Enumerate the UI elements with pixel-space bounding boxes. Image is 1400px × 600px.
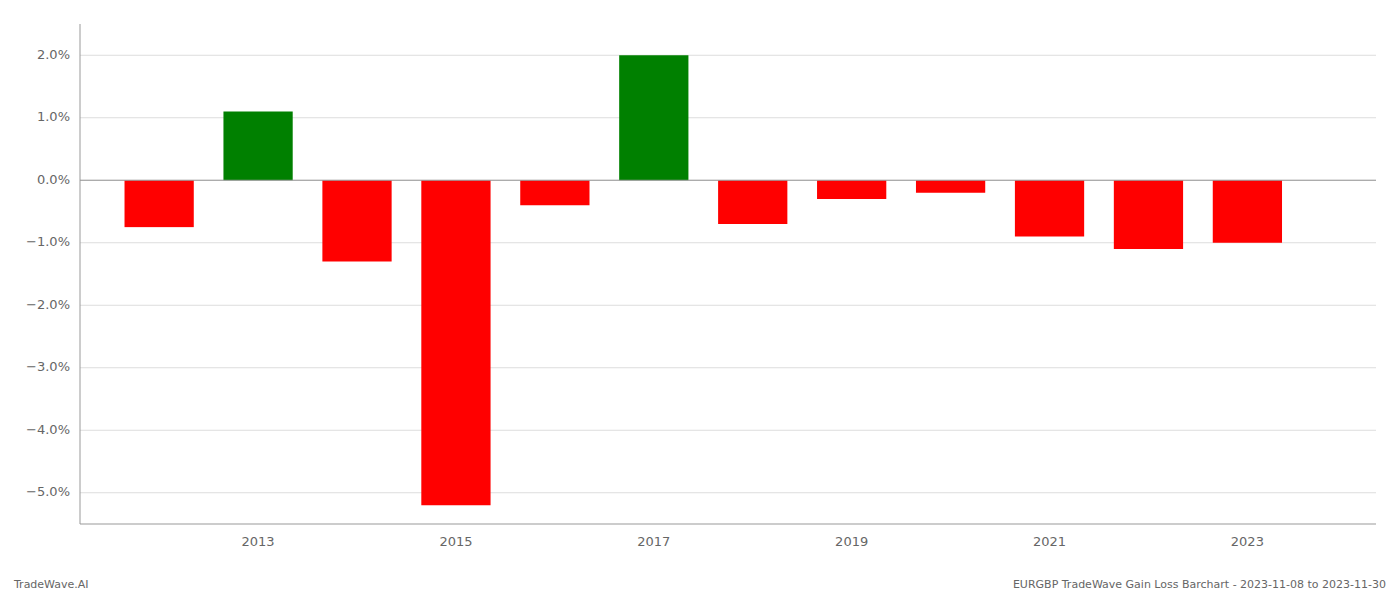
x-axis-line (80, 524, 1376, 525)
footer-left: TradeWave.AI (13, 578, 89, 591)
bar (718, 180, 787, 224)
chart: −5.0% −4.0% −3.0% −2.0% −1.0% 0.0% 1.0% 2.0% 201… (0, 0, 1400, 600)
bar (1015, 180, 1084, 236)
x-tick-label: 2017 (637, 534, 670, 549)
bar (125, 180, 194, 227)
y-tick-label: 0.0% (37, 172, 70, 187)
y-tick-label: −4.0% (26, 422, 70, 437)
bar (223, 112, 292, 181)
zero-line (80, 180, 1376, 181)
x-tick-label: 2023 (1231, 534, 1264, 549)
y-tick-label: 2.0% (37, 47, 70, 62)
y-tick-label: −5.0% (26, 484, 70, 499)
x-tick-label: 2015 (439, 534, 472, 549)
grid-line (80, 430, 1376, 431)
y-tick-label: 1.0% (37, 109, 70, 124)
grid-line (80, 55, 1376, 56)
bar (817, 180, 886, 199)
y-tick-label: −2.0% (26, 297, 70, 312)
bars (125, 55, 1282, 505)
bar (421, 180, 490, 505)
y-tick-label: −3.0% (26, 359, 70, 374)
grid-line (80, 305, 1376, 306)
y-axis-line (80, 24, 81, 524)
bar (322, 180, 391, 261)
bar (1114, 180, 1183, 249)
grid-line (80, 180, 1376, 181)
chart-container: −5.0% −4.0% −3.0% −2.0% −1.0% 0.0% 1.0% 2.0% 201… (0, 0, 1400, 600)
x-tick-label: 2019 (835, 534, 868, 549)
grid-line (80, 492, 1376, 493)
bar (1213, 180, 1282, 243)
x-tick-label: 2021 (1033, 534, 1066, 549)
bar (520, 180, 589, 205)
footer-right: EURGBP TradeWave Gain Loss Barchart - 20… (1013, 578, 1386, 591)
y-tick-label: −1.0% (26, 234, 70, 249)
grid-line (80, 367, 1376, 368)
bar (916, 180, 985, 193)
x-tick-label: 2013 (242, 534, 275, 549)
bar (619, 55, 688, 180)
